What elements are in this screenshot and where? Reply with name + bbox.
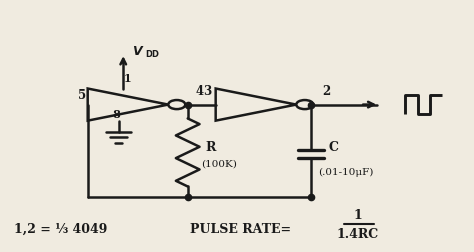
Text: R: R [206, 141, 216, 154]
Text: 1.4RC: 1.4RC [337, 228, 379, 241]
Text: DD: DD [146, 50, 160, 59]
Text: 5: 5 [78, 89, 86, 102]
Text: 8: 8 [112, 109, 120, 120]
Text: (.01-10μF): (.01-10μF) [318, 168, 374, 177]
Text: 2: 2 [322, 85, 331, 98]
Text: 1: 1 [123, 73, 131, 84]
Text: 1,2 = ⅓ 4049: 1,2 = ⅓ 4049 [14, 223, 108, 236]
Text: 1: 1 [354, 209, 362, 222]
Text: PULSE RATE=: PULSE RATE= [190, 223, 291, 236]
Text: 3: 3 [203, 85, 211, 98]
Text: C: C [329, 141, 339, 154]
Text: V: V [132, 45, 141, 58]
Text: 4: 4 [195, 85, 204, 98]
Text: (100K): (100K) [201, 159, 237, 168]
